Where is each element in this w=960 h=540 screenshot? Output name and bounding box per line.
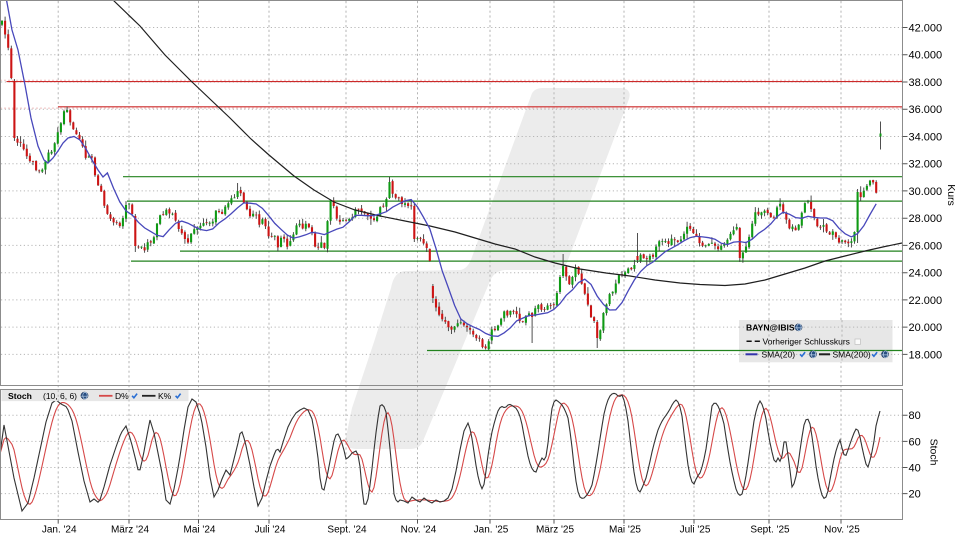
svg-text:Jan. '24: Jan. '24 — [42, 525, 77, 536]
svg-text:Sept. '24: Sept. '24 — [327, 525, 367, 536]
svg-text:34.000: 34.000 — [909, 131, 943, 143]
svg-text:Stoch: Stoch — [8, 391, 32, 401]
svg-text:26.000: 26.000 — [909, 240, 943, 252]
svg-text:D%: D% — [115, 391, 129, 401]
svg-text:Jan. '25: Jan. '25 — [474, 525, 509, 536]
svg-text:März '25: März '25 — [536, 525, 574, 536]
svg-text:Stoch: Stoch — [928, 439, 940, 466]
svg-text:60: 60 — [909, 436, 921, 448]
svg-text:Sept. '25: Sept. '25 — [750, 525, 790, 536]
svg-text:40: 40 — [909, 462, 921, 474]
svg-text:SMA(20): SMA(20) — [762, 350, 796, 360]
svg-text:30.000: 30.000 — [909, 186, 943, 198]
svg-text:18.000: 18.000 — [909, 349, 943, 361]
svg-text:20.000: 20.000 — [909, 322, 943, 334]
svg-text:Nov. '25: Nov. '25 — [824, 525, 860, 536]
svg-text:Mai '24: Mai '24 — [184, 525, 216, 536]
svg-text:40.000: 40.000 — [909, 50, 943, 62]
svg-text:Nov. '24: Nov. '24 — [401, 525, 437, 536]
svg-text:Kurs: Kurs — [945, 184, 957, 206]
svg-text:Mai '25: Mai '25 — [609, 525, 641, 536]
svg-text:K%: K% — [158, 391, 172, 401]
svg-text:Juli '25: Juli '25 — [680, 525, 711, 536]
svg-text:Juli '24: Juli '24 — [255, 525, 286, 536]
svg-text:22.000: 22.000 — [909, 295, 943, 307]
svg-text:80: 80 — [909, 410, 921, 422]
svg-text:20: 20 — [909, 489, 921, 501]
svg-text:März '24: März '24 — [111, 525, 149, 536]
svg-text:BAYN@IBIS: BAYN@IBIS — [746, 323, 795, 333]
svg-text:24.000: 24.000 — [909, 268, 943, 280]
svg-text:38.000: 38.000 — [909, 77, 943, 89]
svg-text:42.000: 42.000 — [909, 22, 943, 34]
svg-text:Vorheriger Schlusskurs: Vorheriger Schlusskurs — [763, 337, 850, 347]
svg-text:28.000: 28.000 — [909, 213, 943, 225]
svg-text:SMA(200): SMA(200) — [833, 350, 871, 360]
svg-text:32.000: 32.000 — [909, 159, 943, 171]
svg-text:(10, 6, 6): (10, 6, 6) — [43, 391, 77, 401]
svg-text:36.000: 36.000 — [909, 104, 943, 116]
